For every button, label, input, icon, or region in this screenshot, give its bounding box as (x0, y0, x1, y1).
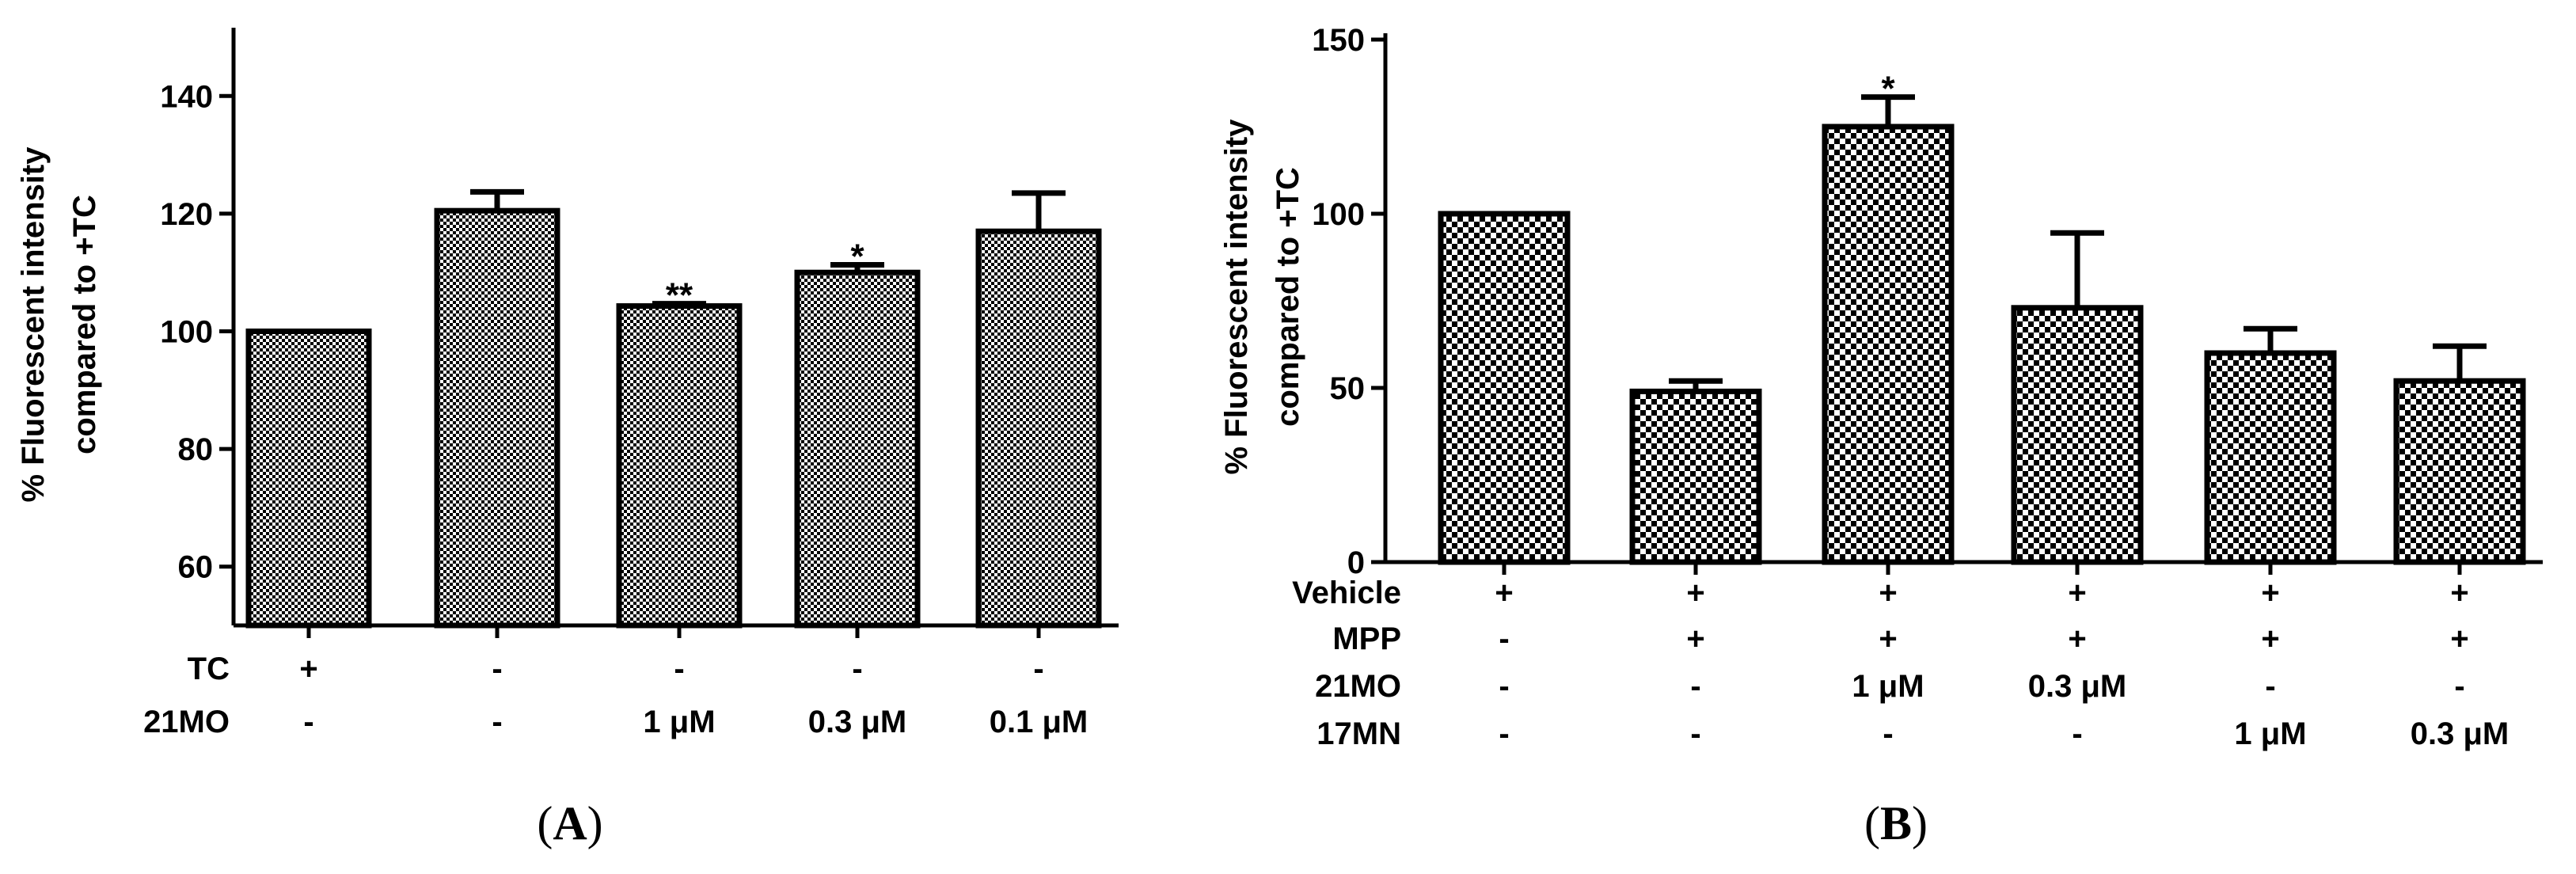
panel-a-y-axis-label: % Fluorescent intensity compared to +TC (16, 146, 102, 503)
row-21mo-value-3: 1 μM (1852, 669, 1924, 704)
y-tick-label-120: 120 (160, 197, 213, 232)
panel-b-label: (B) (1864, 797, 1928, 849)
row-21mo-value-2: - (492, 705, 502, 739)
row-17mn-value-6: 0.3 μM (2411, 716, 2510, 751)
row-17mn-value-1: - (1499, 716, 1509, 751)
row-17mn-value-3: - (1883, 716, 1893, 751)
bar-6 (2393, 378, 2526, 565)
significance-mark-3: ** (666, 276, 693, 315)
y-tick-label-150: 150 (1312, 23, 1365, 58)
bar-2 (434, 207, 560, 629)
panel-b-chart: % Fluorescent intensity compared to +TC 0… (1219, 23, 2543, 751)
y-tick-label-0: 0 (1347, 545, 1365, 580)
bar-2 (1629, 388, 1762, 565)
row-tc-value-3: - (674, 652, 684, 686)
y-tick-label-100: 100 (1312, 197, 1365, 232)
row-21mo-value-1: - (1499, 669, 1509, 704)
panel-a-axes: 60 80 100 120 140 (160, 28, 1119, 638)
row-label-vehicle: Vehicle (1292, 576, 1401, 610)
significance-mark-4: * (850, 238, 864, 276)
panel-a-label: (A) (537, 797, 602, 849)
panel-b-axes: 0 50 100 150 (1312, 23, 2543, 580)
y-axis-label-line-1: compared to +TC (67, 195, 102, 454)
row-17mn-value-2: - (1690, 716, 1700, 751)
row-vehicle-value-1: + (1495, 576, 1513, 610)
row-mpp-value-3: + (1879, 621, 1897, 656)
significance-mark-3: * (1881, 70, 1895, 108)
panel-b-y-axis-label: % Fluorescent intensity compared to +TC (1219, 119, 1305, 475)
row-21mo-value-4: 0.3 μM (808, 705, 907, 739)
row-mpp-value-2: + (1686, 621, 1704, 656)
y-tick-label-60: 60 (178, 550, 214, 585)
y-axis-label-line-0: % Fluorescent intensity (1219, 119, 1254, 475)
row-label-mpp: MPP (1332, 621, 1401, 656)
bar-5 (975, 228, 1102, 629)
y-tick-label-100: 100 (160, 315, 213, 350)
panel-b-bars: * (1438, 70, 2526, 565)
panel-a-chart: % Fluorescent intensity compared to +TC 6… (16, 28, 1119, 739)
row-tc-value-2: - (492, 652, 502, 686)
row-21mo-value-5: - (2265, 669, 2275, 704)
row-label-tc: TC (188, 652, 230, 686)
y-tick-label-50: 50 (1330, 371, 1366, 406)
row-label-21mo: 21MO (1315, 669, 1401, 704)
row-tc-value-5: - (1033, 652, 1043, 686)
row-mpp-value-5: + (2261, 621, 2279, 656)
row-21mo-value-4: 0.3 μM (2028, 669, 2127, 704)
bar-5 (2204, 350, 2337, 565)
bar-3 (1822, 124, 1955, 565)
row-21mo-value-3: 1 μM (643, 705, 715, 739)
row-vehicle-value-6: + (2450, 576, 2468, 610)
y-tick-label-140: 140 (160, 79, 213, 114)
row-vehicle-value-5: + (2261, 576, 2279, 610)
bar-3 (616, 303, 743, 629)
row-21mo-value-5: 0.1 μM (990, 705, 1089, 739)
row-tc-value-4: - (852, 652, 862, 686)
bar-1 (245, 329, 372, 629)
bar-4 (2011, 305, 2144, 565)
row-mpp-value-6: + (2450, 621, 2468, 656)
y-tick-label-80: 80 (178, 432, 214, 467)
row-mpp-value-4: + (2068, 621, 2086, 656)
row-21mo-value-2: - (1690, 669, 1700, 704)
row-21mo-value-1: - (303, 705, 313, 739)
row-vehicle-value-3: + (1879, 576, 1897, 610)
panel-a-treatment-rows: TC + - - - - 21MO - - 1 μM 0.3 μM 0.1 μM (143, 652, 1088, 739)
panel-b-treatment-rows: Vehicle + + + + + + MPP - + + + + +21MO - - 1 μM 0.3 μM - -… (1292, 576, 2509, 751)
row-17mn-value-5: 1 μM (2234, 716, 2306, 751)
panel-a-bars: *** (245, 188, 1102, 629)
bar-1 (1438, 211, 1571, 565)
row-vehicle-value-4: + (2068, 576, 2086, 610)
row-21mo-value-6: - (2454, 669, 2464, 704)
row-tc-value-1: + (299, 652, 317, 686)
row-label-17mn: 17MN (1316, 716, 1401, 751)
y-axis-label-line-1: compared to +TC (1271, 167, 1305, 427)
row-17mn-value-4: - (2072, 716, 2082, 751)
row-vehicle-value-2: + (1686, 576, 1704, 610)
row-mpp-value-1: - (1499, 621, 1509, 656)
bar-4 (794, 269, 921, 629)
y-axis-label-line-0: % Fluorescent intensity (16, 146, 51, 503)
row-label-21mo: 21MO (143, 705, 230, 739)
